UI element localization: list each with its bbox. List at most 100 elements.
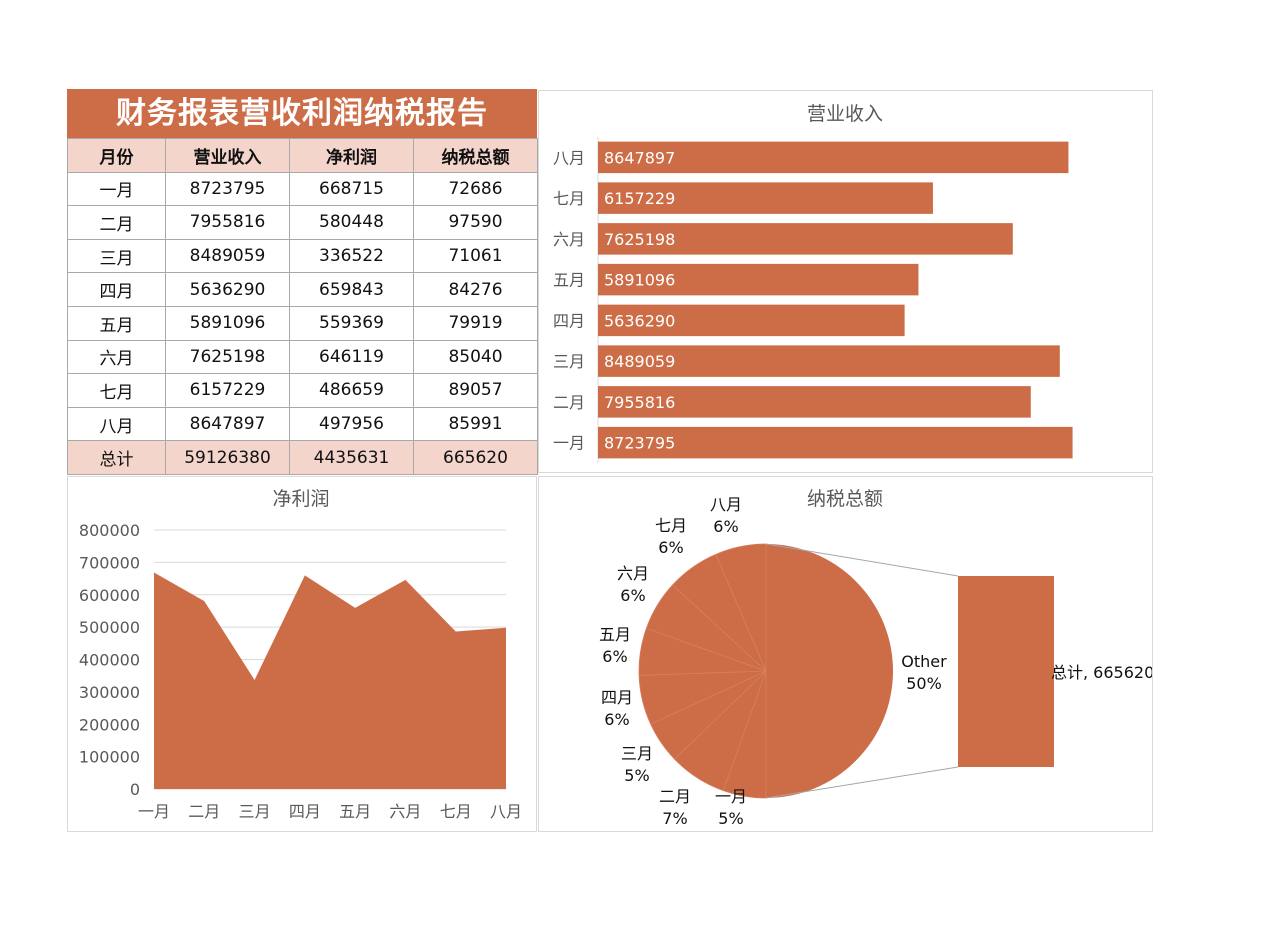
cell-month: 六月 <box>67 339 166 375</box>
tax-slice-label: 八月 <box>710 495 742 514</box>
table-row: 二月 7955816 580448 97590 <box>67 205 538 240</box>
header-month: 月份 <box>67 138 166 173</box>
table-row: 一月 8723795 668715 72686 <box>67 171 538 207</box>
revenue-bar-label: 8489059 <box>604 352 675 371</box>
tax-pie-of-bar-chart: 纳税总额 一月 5% 二月 7% 三月 5% 四月 6% 五月 6% 六月 6% 七月 6% 八月 6% Oth… <box>599 488 1154 828</box>
net-profit-y-tick: 500000 <box>79 618 140 637</box>
revenue-category-label: 四月 <box>553 311 585 330</box>
tax-pie-slice <box>715 543 767 672</box>
revenue-bar <box>598 304 905 337</box>
net-profit-x-tick: 四月 <box>289 802 321 821</box>
cell-net-profit: 497956 <box>289 406 414 442</box>
tax-slice-label: 二月 <box>659 787 691 806</box>
report-table-panel: 财务报表营收利润纳税报告 月份 营业收入 净利润 纳税总额 一月 8723795… <box>67 89 538 475</box>
table-row: 八月 8647897 497956 85991 <box>67 406 538 442</box>
total-tax: 665620 <box>413 440 538 475</box>
cell-revenue: 8647897 <box>165 406 290 442</box>
tax-slice-percent: 6% <box>604 710 629 729</box>
cell-tax: 97590 <box>413 205 538 240</box>
table-row: 六月 7625198 646119 85040 <box>67 339 538 375</box>
header-net-profit: 净利润 <box>289 138 414 173</box>
table-header-row: 月份 营业收入 净利润 纳税总额 <box>67 138 538 173</box>
revenue-category-label: 三月 <box>553 352 585 371</box>
net-profit-y-tick: 400000 <box>79 651 140 670</box>
revenue-chart-panel: 营业收入 8723795 一月 7955816 二月 8489059 三月 5636290 四… <box>538 90 1153 473</box>
table-row: 七月 6157229 486659 89057 <box>67 373 538 408</box>
cell-net-profit: 486659 <box>289 373 414 408</box>
cell-month: 七月 <box>67 373 166 408</box>
revenue-bar-label: 7625198 <box>604 230 675 249</box>
net-profit-x-tick: 八月 <box>490 802 522 821</box>
total-revenue: 59126380 <box>165 440 290 475</box>
cell-revenue: 5891096 <box>165 305 290 341</box>
cell-revenue: 8723795 <box>165 171 290 207</box>
net-profit-area <box>154 572 506 789</box>
table-row: 三月 8489059 336522 71061 <box>67 238 538 274</box>
cell-month: 四月 <box>67 272 166 307</box>
revenue-bar-label: 6157229 <box>604 189 675 208</box>
revenue-category-label: 五月 <box>553 271 585 290</box>
cell-month: 五月 <box>67 305 166 341</box>
net-profit-x-tick: 七月 <box>440 802 472 821</box>
revenue-bar <box>598 263 919 296</box>
cell-net-profit: 336522 <box>289 238 414 274</box>
net-profit-y-tick: 300000 <box>79 683 140 702</box>
net-profit-x-tick: 六月 <box>389 802 421 821</box>
net-profit-x-tick: 一月 <box>138 802 170 821</box>
revenue-bar <box>598 141 1069 174</box>
table-row: 四月 5636290 659843 84276 <box>67 272 538 307</box>
revenue-bar-label: 7955816 <box>604 393 675 412</box>
header-revenue: 营业收入 <box>165 138 290 173</box>
cell-revenue: 6157229 <box>165 373 290 408</box>
net-profit-y-tick: 0 <box>130 780 140 799</box>
tax-slice-percent: 6% <box>658 538 683 557</box>
report-table: 月份 营业收入 净利润 纳税总额 一月 8723795 668715 72686… <box>67 138 538 475</box>
table-row: 五月 5891096 559369 79919 <box>67 305 538 341</box>
tax-slice-percent: 6% <box>713 517 738 536</box>
tax-pie-slice-other <box>766 544 893 798</box>
cell-tax: 72686 <box>413 171 538 207</box>
net-profit-x-tick: 五月 <box>339 802 371 821</box>
cell-revenue: 7625198 <box>165 339 290 375</box>
revenue-bar <box>598 386 1031 418</box>
tax-slice-percent: 7% <box>662 809 687 828</box>
revenue-category-label: 二月 <box>553 393 585 412</box>
total-net-profit: 4435631 <box>289 440 414 475</box>
cell-revenue: 8489059 <box>165 238 290 274</box>
tax-slice-label: 七月 <box>655 516 687 535</box>
net-profit-x-tick: 二月 <box>188 802 220 821</box>
tax-slice-label: 五月 <box>599 625 631 644</box>
tax-secondary-bar-label: 总计, 665620 <box>1051 663 1152 682</box>
revenue-category-label: 一月 <box>553 434 585 453</box>
cell-tax: 71061 <box>413 238 538 274</box>
revenue-bar <box>598 182 933 214</box>
tax-connector-line <box>765 543 959 577</box>
tax-slice-percent: 6% <box>620 586 645 605</box>
revenue-bar-chart: 营业收入 8723795 一月 7955816 二月 8489059 三月 5636290 四… <box>553 103 1073 463</box>
tax-slice-label: 三月 <box>621 744 653 763</box>
net-profit-y-tick: 100000 <box>79 748 140 767</box>
cell-tax: 89057 <box>413 373 538 408</box>
cell-revenue: 7955816 <box>165 205 290 240</box>
net-profit-y-tick: 600000 <box>79 586 140 605</box>
revenue-bar <box>598 345 1060 377</box>
cell-tax: 79919 <box>413 305 538 341</box>
revenue-bar <box>598 426 1073 459</box>
revenue-bar-label: 8723795 <box>604 434 675 453</box>
tax-slice-label: 四月 <box>601 688 633 707</box>
net-profit-chart-title: 净利润 <box>272 488 329 510</box>
cell-net-profit: 559369 <box>289 305 414 341</box>
cell-tax: 85991 <box>413 406 538 442</box>
report-title: 财务报表营收利润纳税报告 <box>67 89 537 138</box>
tax-other-label: Other <box>901 652 947 671</box>
tax-chart-panel: 纳税总额 一月 5% 二月 7% 三月 5% 四月 6% 五月 6% 六月 6% 七月 6% 八月 6% Oth… <box>538 476 1154 832</box>
cell-month: 八月 <box>67 406 166 442</box>
cell-tax: 85040 <box>413 339 538 375</box>
cell-net-profit: 646119 <box>289 339 414 375</box>
revenue-category-label: 六月 <box>553 230 585 249</box>
cell-month: 二月 <box>67 205 166 240</box>
cell-month: 三月 <box>67 238 166 274</box>
net-profit-y-tick: 700000 <box>79 553 140 572</box>
net-profit-y-tick: 200000 <box>79 715 140 734</box>
tax-slice-percent: 5% <box>718 809 743 828</box>
